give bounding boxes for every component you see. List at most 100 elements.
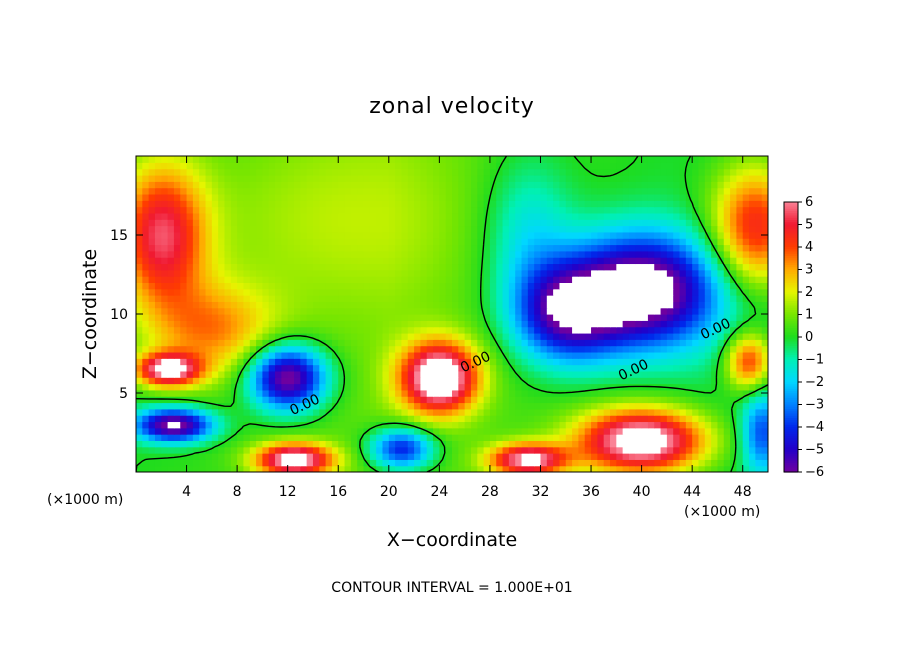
heatmap-cell (148, 168, 156, 176)
heatmap-cell (256, 446, 263, 454)
heatmap-cell (211, 263, 219, 271)
heatmap-cell (224, 364, 232, 372)
heatmap-cell (294, 231, 301, 239)
heatmap-cell (306, 427, 314, 435)
heatmap-cell (508, 181, 516, 189)
heatmap-cell (256, 383, 263, 391)
heatmap-cell (230, 427, 238, 435)
heatmap-cell (357, 434, 365, 441)
heatmap-cell (243, 345, 251, 353)
heatmap-cell (641, 402, 649, 410)
heatmap-cell (496, 301, 504, 309)
heatmap-cell (414, 364, 421, 372)
heatmap-cell (243, 174, 251, 182)
heatmap-cell (458, 408, 466, 416)
heatmap-cell (382, 162, 390, 170)
heatmap-cell (350, 288, 358, 296)
heatmap-cell (502, 364, 510, 372)
heatmap-cell (249, 358, 257, 366)
heatmap-cell (508, 320, 516, 328)
heatmap-cell (205, 168, 213, 176)
heatmap-cell (363, 377, 371, 385)
heatmap-cell (660, 421, 668, 429)
heatmap-cell (565, 427, 573, 435)
heatmap-cell (647, 219, 655, 227)
heatmap-cell (173, 174, 181, 182)
heatmap-cell (647, 206, 655, 214)
heatmap-cell (736, 206, 744, 214)
heatmap-cell (237, 200, 245, 208)
heatmap-cell (730, 320, 737, 328)
heatmap-cell (338, 156, 346, 163)
heatmap-cell (717, 269, 725, 277)
heatmap-cell (578, 174, 586, 182)
heatmap-cell (344, 440, 352, 448)
heatmap-cell (445, 465, 453, 472)
heatmap-cell (464, 288, 472, 296)
heatmap-cell (439, 231, 447, 239)
heatmap-cell (237, 269, 245, 277)
heatmap-cell (572, 427, 579, 435)
heatmap-cell (736, 446, 744, 454)
heatmap-cell (401, 351, 409, 359)
heatmap-cell (230, 364, 238, 372)
heatmap-cell (230, 187, 238, 195)
heatmap-cell (534, 339, 542, 347)
heatmap-cell (540, 339, 548, 347)
heatmap-cell (717, 231, 725, 239)
heatmap-cell (148, 231, 156, 239)
heatmap-cell (142, 377, 150, 385)
heatmap-cell (350, 351, 358, 359)
heatmap-cell (749, 415, 756, 423)
heatmap-cell (622, 250, 630, 258)
heatmap-cell (287, 320, 295, 328)
heatmap-cell (281, 269, 289, 277)
heatmap-cell (692, 301, 700, 309)
heatmap-cell (597, 339, 605, 347)
heatmap-cell (439, 459, 447, 467)
heatmap-cell (357, 269, 365, 277)
heatmap-cell (161, 332, 169, 340)
heatmap-cell (369, 314, 377, 321)
heatmap-cell (414, 358, 421, 366)
heatmap-cell (344, 231, 352, 239)
heatmap-cell (704, 326, 712, 334)
heatmap-cell (262, 212, 270, 220)
heatmap-cell (452, 168, 459, 176)
heatmap-cell (546, 358, 554, 366)
heatmap-cell (426, 383, 434, 391)
heatmap-cell (262, 174, 270, 182)
heatmap-cell (628, 453, 636, 460)
heatmap-cell (186, 282, 194, 290)
heatmap-cell (711, 421, 719, 429)
heatmap-cell (407, 250, 415, 258)
heatmap-cell (268, 415, 276, 423)
heatmap-cell (426, 446, 434, 454)
heatmap-cell (275, 446, 282, 454)
heatmap-cell (755, 282, 763, 290)
heatmap-cell (218, 162, 226, 170)
heatmap-cell (559, 307, 567, 315)
heatmap-cell (483, 162, 491, 170)
heatmap-cell (445, 219, 453, 227)
heatmap-cell (268, 364, 276, 372)
heatmap-cell (565, 345, 573, 353)
heatmap-cell (306, 421, 314, 429)
heatmap-cell (439, 225, 447, 233)
heatmap-cell (711, 219, 719, 227)
heatmap-cell (350, 332, 358, 340)
heatmap-cell (477, 206, 485, 214)
heatmap-cell (388, 250, 396, 258)
heatmap-cell (591, 377, 598, 385)
heatmap-cell (496, 200, 504, 208)
heatmap-cell (388, 238, 396, 246)
heatmap-cell (723, 453, 731, 460)
heatmap-cell (136, 320, 143, 328)
heatmap-cell (452, 415, 459, 423)
heatmap-cell (616, 364, 624, 372)
heatmap-cell (199, 389, 207, 397)
heatmap-cell (382, 351, 390, 359)
heatmap-cell (704, 320, 712, 328)
heatmap-cell (319, 225, 327, 233)
heatmap-cell (654, 358, 662, 366)
